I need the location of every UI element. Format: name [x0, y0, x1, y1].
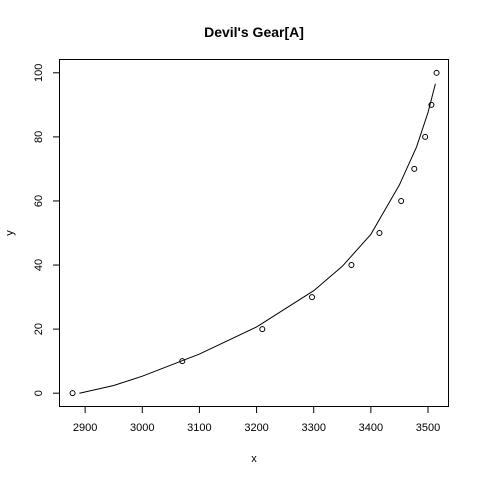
data-point: [69, 390, 76, 397]
y-tick-label: 0: [33, 390, 45, 396]
y-tick-label: 80: [33, 131, 45, 143]
y-axis-label: y: [4, 230, 16, 236]
data-point: [398, 197, 405, 204]
x-tick-label: 3200: [244, 422, 268, 434]
plot-frame: [59, 59, 449, 407]
data-point: [411, 165, 418, 172]
data-point: [433, 69, 440, 76]
y-tick-label: 40: [33, 259, 45, 271]
x-tick-label: 3400: [359, 422, 383, 434]
x-axis: 2900 3000 3100 3200 3300 3400 3500: [73, 406, 440, 434]
data-points: [69, 69, 440, 397]
data-point: [348, 262, 355, 269]
y-tick-label: 20: [33, 323, 45, 335]
x-axis-label: x: [251, 453, 257, 465]
data-point: [376, 230, 383, 236]
y-axis: 0 20 40 60 80 100: [33, 64, 60, 396]
chart-title: Devil's Gear[A]: [204, 24, 304, 40]
data-point: [428, 101, 435, 108]
data-point: [259, 326, 266, 333]
data-point: [179, 358, 186, 365]
y-tick-label: 100: [33, 64, 45, 82]
x-tick-label: 3300: [301, 422, 325, 434]
fit-curve: [79, 83, 436, 394]
x-tick-label: 3100: [187, 422, 211, 434]
x-tick-label: 3500: [416, 422, 440, 434]
y-tick-label: 60: [33, 195, 45, 207]
data-point: [309, 294, 315, 301]
x-tick-label: 3000: [130, 422, 154, 434]
x-tick-label: 2900: [73, 422, 97, 434]
data-point: [422, 133, 429, 140]
